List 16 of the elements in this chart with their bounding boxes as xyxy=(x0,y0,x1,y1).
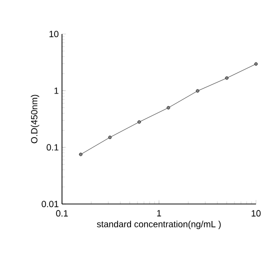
point xyxy=(166,106,170,110)
point xyxy=(225,76,228,80)
point xyxy=(254,62,258,66)
y-tick-label: 0.01 xyxy=(42,200,58,208)
x-tick-label: 10 xyxy=(252,210,261,217)
y-axis-title: O.D(450nm) xyxy=(30,94,40,144)
point xyxy=(108,136,112,140)
y-tick-label: 0.1 xyxy=(46,144,58,151)
point xyxy=(196,89,200,93)
y-tick-label: 10 xyxy=(50,30,58,38)
y-tick-label: 1 xyxy=(54,88,58,94)
point xyxy=(79,152,82,156)
point xyxy=(138,120,141,124)
x-tick-label: 1 xyxy=(157,210,162,216)
x-axis-title: standard concentration(ng/mL ) xyxy=(96,220,221,230)
x-tick-label: 0.1 xyxy=(56,210,68,217)
